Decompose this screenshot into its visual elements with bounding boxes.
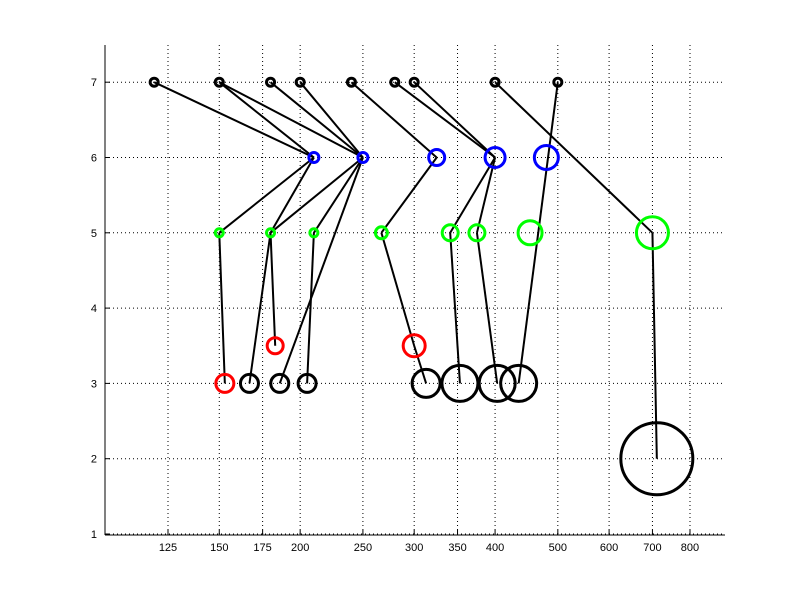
edge-line (269, 232, 277, 346)
node-marker (238, 372, 260, 394)
node-marker (213, 76, 225, 88)
node-marker (213, 227, 225, 239)
node-marker (489, 76, 501, 88)
edge-line (394, 81, 496, 159)
edge-line (313, 156, 364, 234)
y-tick-label: 5 (91, 228, 97, 240)
node-marker (356, 151, 370, 164)
y-tick-label: 6 (91, 153, 97, 165)
edges (153, 81, 658, 459)
x-tick-label: 300 (405, 542, 423, 554)
axes: 125 150 175 200 250 300 350 400 500 600 700 800 1 2 3 4… (91, 45, 725, 554)
edge-line (380, 156, 438, 234)
node-marker (408, 76, 420, 88)
x-tick-label: 800 (681, 542, 699, 554)
x-tick-label: 200 (291, 542, 309, 554)
edge-line (269, 157, 315, 234)
node-marker (552, 76, 564, 88)
node-marker (345, 76, 357, 88)
nodes (148, 76, 695, 497)
x-tick-label: 500 (549, 542, 567, 554)
node-marker (296, 372, 318, 394)
edge-line (475, 232, 499, 384)
edge-line (153, 81, 315, 159)
edge-line (651, 232, 658, 459)
node-marker (516, 219, 544, 247)
node-marker (265, 227, 277, 239)
edge-line (449, 156, 496, 234)
node-marker (440, 223, 460, 243)
edge-line (413, 81, 496, 159)
edge-line (517, 82, 559, 384)
x-tick-label: 150 (210, 542, 228, 554)
edge-line (269, 81, 364, 159)
node-marker (483, 146, 507, 169)
node-marker (619, 421, 695, 497)
node-marker (410, 367, 442, 399)
x-tick-label: 175 (253, 542, 271, 554)
x-tick-label: 400 (486, 542, 504, 554)
edge-line (380, 232, 416, 347)
node-marker (307, 151, 321, 164)
edge-line (494, 81, 654, 234)
node-marker (427, 148, 447, 167)
node-marker (389, 76, 401, 88)
x-tick-label: 700 (643, 542, 661, 554)
x-tick-label: 350 (448, 542, 466, 554)
node-marker (265, 76, 277, 88)
edge-line (218, 81, 364, 159)
x-tick-label: 250 (354, 542, 372, 554)
edge-line (306, 232, 315, 384)
node-marker (265, 336, 285, 356)
edge-line (299, 81, 364, 159)
edge-line (218, 81, 315, 159)
node-marker (308, 227, 320, 239)
node-marker (401, 333, 427, 359)
plot-area (105, 45, 725, 535)
node-marker (214, 372, 236, 394)
y-tick-label: 4 (91, 303, 97, 315)
node-marker (499, 363, 539, 403)
edge-line (269, 156, 364, 234)
y-tick-label: 7 (91, 77, 97, 89)
node-marker (373, 225, 389, 241)
edge-line (413, 345, 428, 384)
node-marker (294, 76, 306, 88)
x-tick-label: 600 (600, 542, 618, 554)
node-marker (634, 215, 670, 251)
node-marker (269, 372, 291, 394)
edge-line (248, 232, 272, 384)
y-tick-label: 2 (91, 454, 97, 466)
edge-line (218, 232, 226, 384)
node-marker (148, 76, 160, 88)
edge-line (350, 81, 438, 159)
node-marker (477, 363, 517, 403)
y-tick-label: 3 (91, 378, 97, 390)
edge-line (449, 232, 461, 384)
node-marker (532, 144, 560, 171)
node-marker (467, 223, 487, 243)
x-tick-label: 125 (159, 542, 177, 554)
edge-line (278, 157, 364, 384)
edge-line (218, 156, 315, 234)
y-tick-label: 1 (91, 529, 97, 541)
edge-line (475, 157, 497, 234)
